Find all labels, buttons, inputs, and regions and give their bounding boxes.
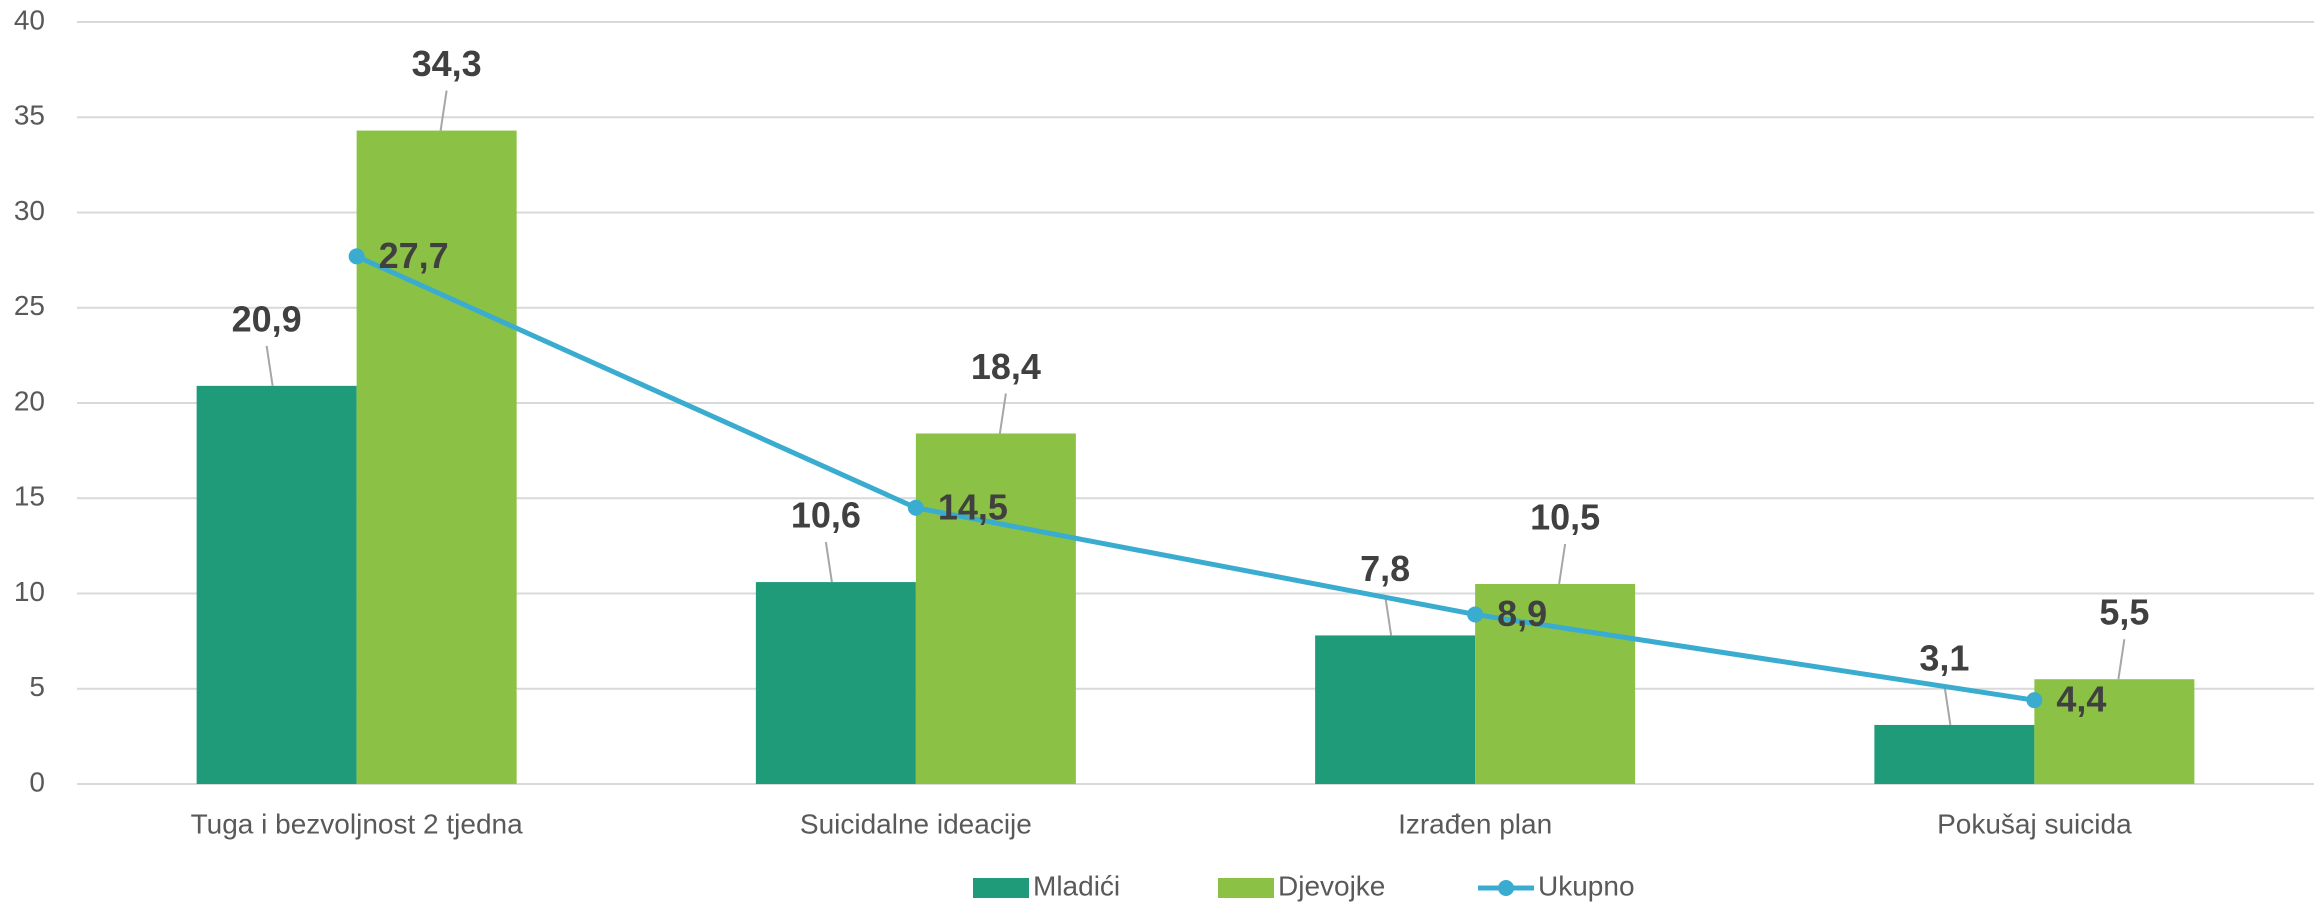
legend-label: Djevojke [1278, 870, 1385, 901]
leader-line [1558, 543, 1567, 585]
bar [915, 433, 1076, 784]
leader-line [824, 541, 833, 583]
x-tick-label: Izrađen plan [1398, 808, 1552, 839]
y-tick-label: 10 [14, 576, 45, 607]
y-tick-label: 20 [14, 385, 45, 416]
line-marker [2026, 692, 2043, 709]
line-marker [348, 248, 365, 265]
leader-line [1943, 684, 1952, 726]
data-label: 10,5 [1530, 496, 1600, 537]
line [355, 254, 2035, 703]
legend-swatch [1218, 878, 1274, 898]
y-tick-label: 15 [14, 481, 45, 512]
bar [2034, 679, 2195, 784]
bar [196, 385, 357, 784]
legend-swatch [1498, 880, 1514, 896]
line-marker [1467, 606, 1484, 623]
data-label: 3,1 [1919, 637, 1969, 678]
data-label: 4,4 [2056, 679, 2106, 720]
data-label: 20,9 [232, 298, 302, 339]
line-marker [907, 499, 924, 516]
bar [356, 130, 517, 784]
data-label: 34,3 [412, 43, 482, 84]
x-tick-label: Tuga i bezvoljnost 2 tjedna [191, 808, 523, 839]
legend-label: Ukupno [1538, 870, 1635, 901]
y-tick-label: 5 [29, 671, 45, 702]
leader-line [1384, 595, 1393, 636]
leader-line [265, 345, 274, 387]
data-label: 7,8 [1360, 548, 1410, 589]
leader-line [2117, 639, 2126, 680]
leader-line [998, 393, 1007, 434]
y-tick-label: 35 [14, 100, 45, 131]
data-label: 18,4 [971, 346, 1041, 387]
data-label: 27,7 [379, 235, 449, 276]
y-tick-label: 25 [14, 290, 45, 321]
y-tick-label: 40 [14, 4, 45, 35]
bar [1874, 724, 2035, 784]
legend-swatch [973, 878, 1029, 898]
x-tick-label: Suicidalne ideacije [800, 808, 1032, 839]
leader-line [439, 90, 448, 131]
data-label: 14,5 [938, 486, 1008, 527]
x-tick-label: Pokušaj suicida [1937, 808, 2132, 839]
bar [1315, 635, 1476, 784]
data-label: 10,6 [791, 495, 861, 536]
bar [755, 582, 916, 784]
y-tick-label: 30 [14, 195, 45, 226]
legend-label: Mladići [1033, 870, 1120, 901]
data-label: 5,5 [2099, 592, 2149, 633]
data-label: 8,9 [1497, 593, 1547, 634]
y-tick-label: 0 [29, 766, 45, 797]
